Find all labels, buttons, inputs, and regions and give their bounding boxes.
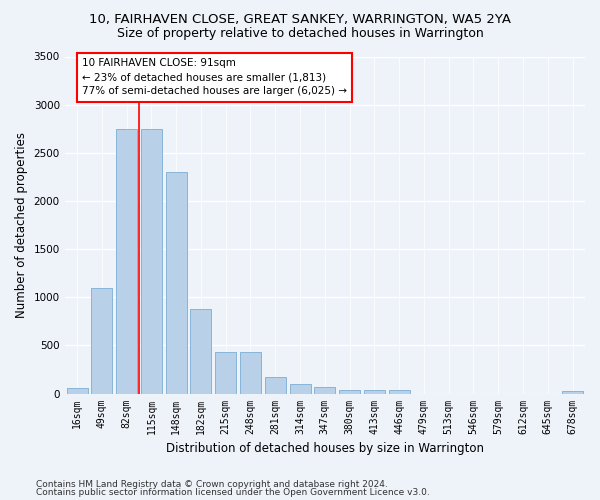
- Bar: [190, 309, 211, 394]
- Bar: [290, 384, 311, 394]
- Bar: [562, 390, 583, 394]
- Text: 10, FAIRHAVEN CLOSE, GREAT SANKEY, WARRINGTON, WA5 2YA: 10, FAIRHAVEN CLOSE, GREAT SANKEY, WARRI…: [89, 12, 511, 26]
- Bar: [240, 352, 261, 394]
- Bar: [67, 388, 88, 394]
- Bar: [389, 390, 410, 394]
- Text: 10 FAIRHAVEN CLOSE: 91sqm
← 23% of detached houses are smaller (1,813)
77% of se: 10 FAIRHAVEN CLOSE: 91sqm ← 23% of detac…: [82, 58, 347, 96]
- Text: Contains HM Land Registry data © Crown copyright and database right 2024.: Contains HM Land Registry data © Crown c…: [36, 480, 388, 489]
- Bar: [339, 390, 360, 394]
- Bar: [141, 128, 162, 394]
- Bar: [91, 288, 112, 394]
- Text: Contains public sector information licensed under the Open Government Licence v3: Contains public sector information licen…: [36, 488, 430, 497]
- Bar: [314, 388, 335, 394]
- Bar: [166, 172, 187, 394]
- Bar: [364, 390, 385, 394]
- Y-axis label: Number of detached properties: Number of detached properties: [15, 132, 28, 318]
- X-axis label: Distribution of detached houses by size in Warrington: Distribution of detached houses by size …: [166, 442, 484, 455]
- Bar: [116, 128, 137, 394]
- Bar: [265, 377, 286, 394]
- Text: Size of property relative to detached houses in Warrington: Size of property relative to detached ho…: [116, 28, 484, 40]
- Bar: [215, 352, 236, 394]
